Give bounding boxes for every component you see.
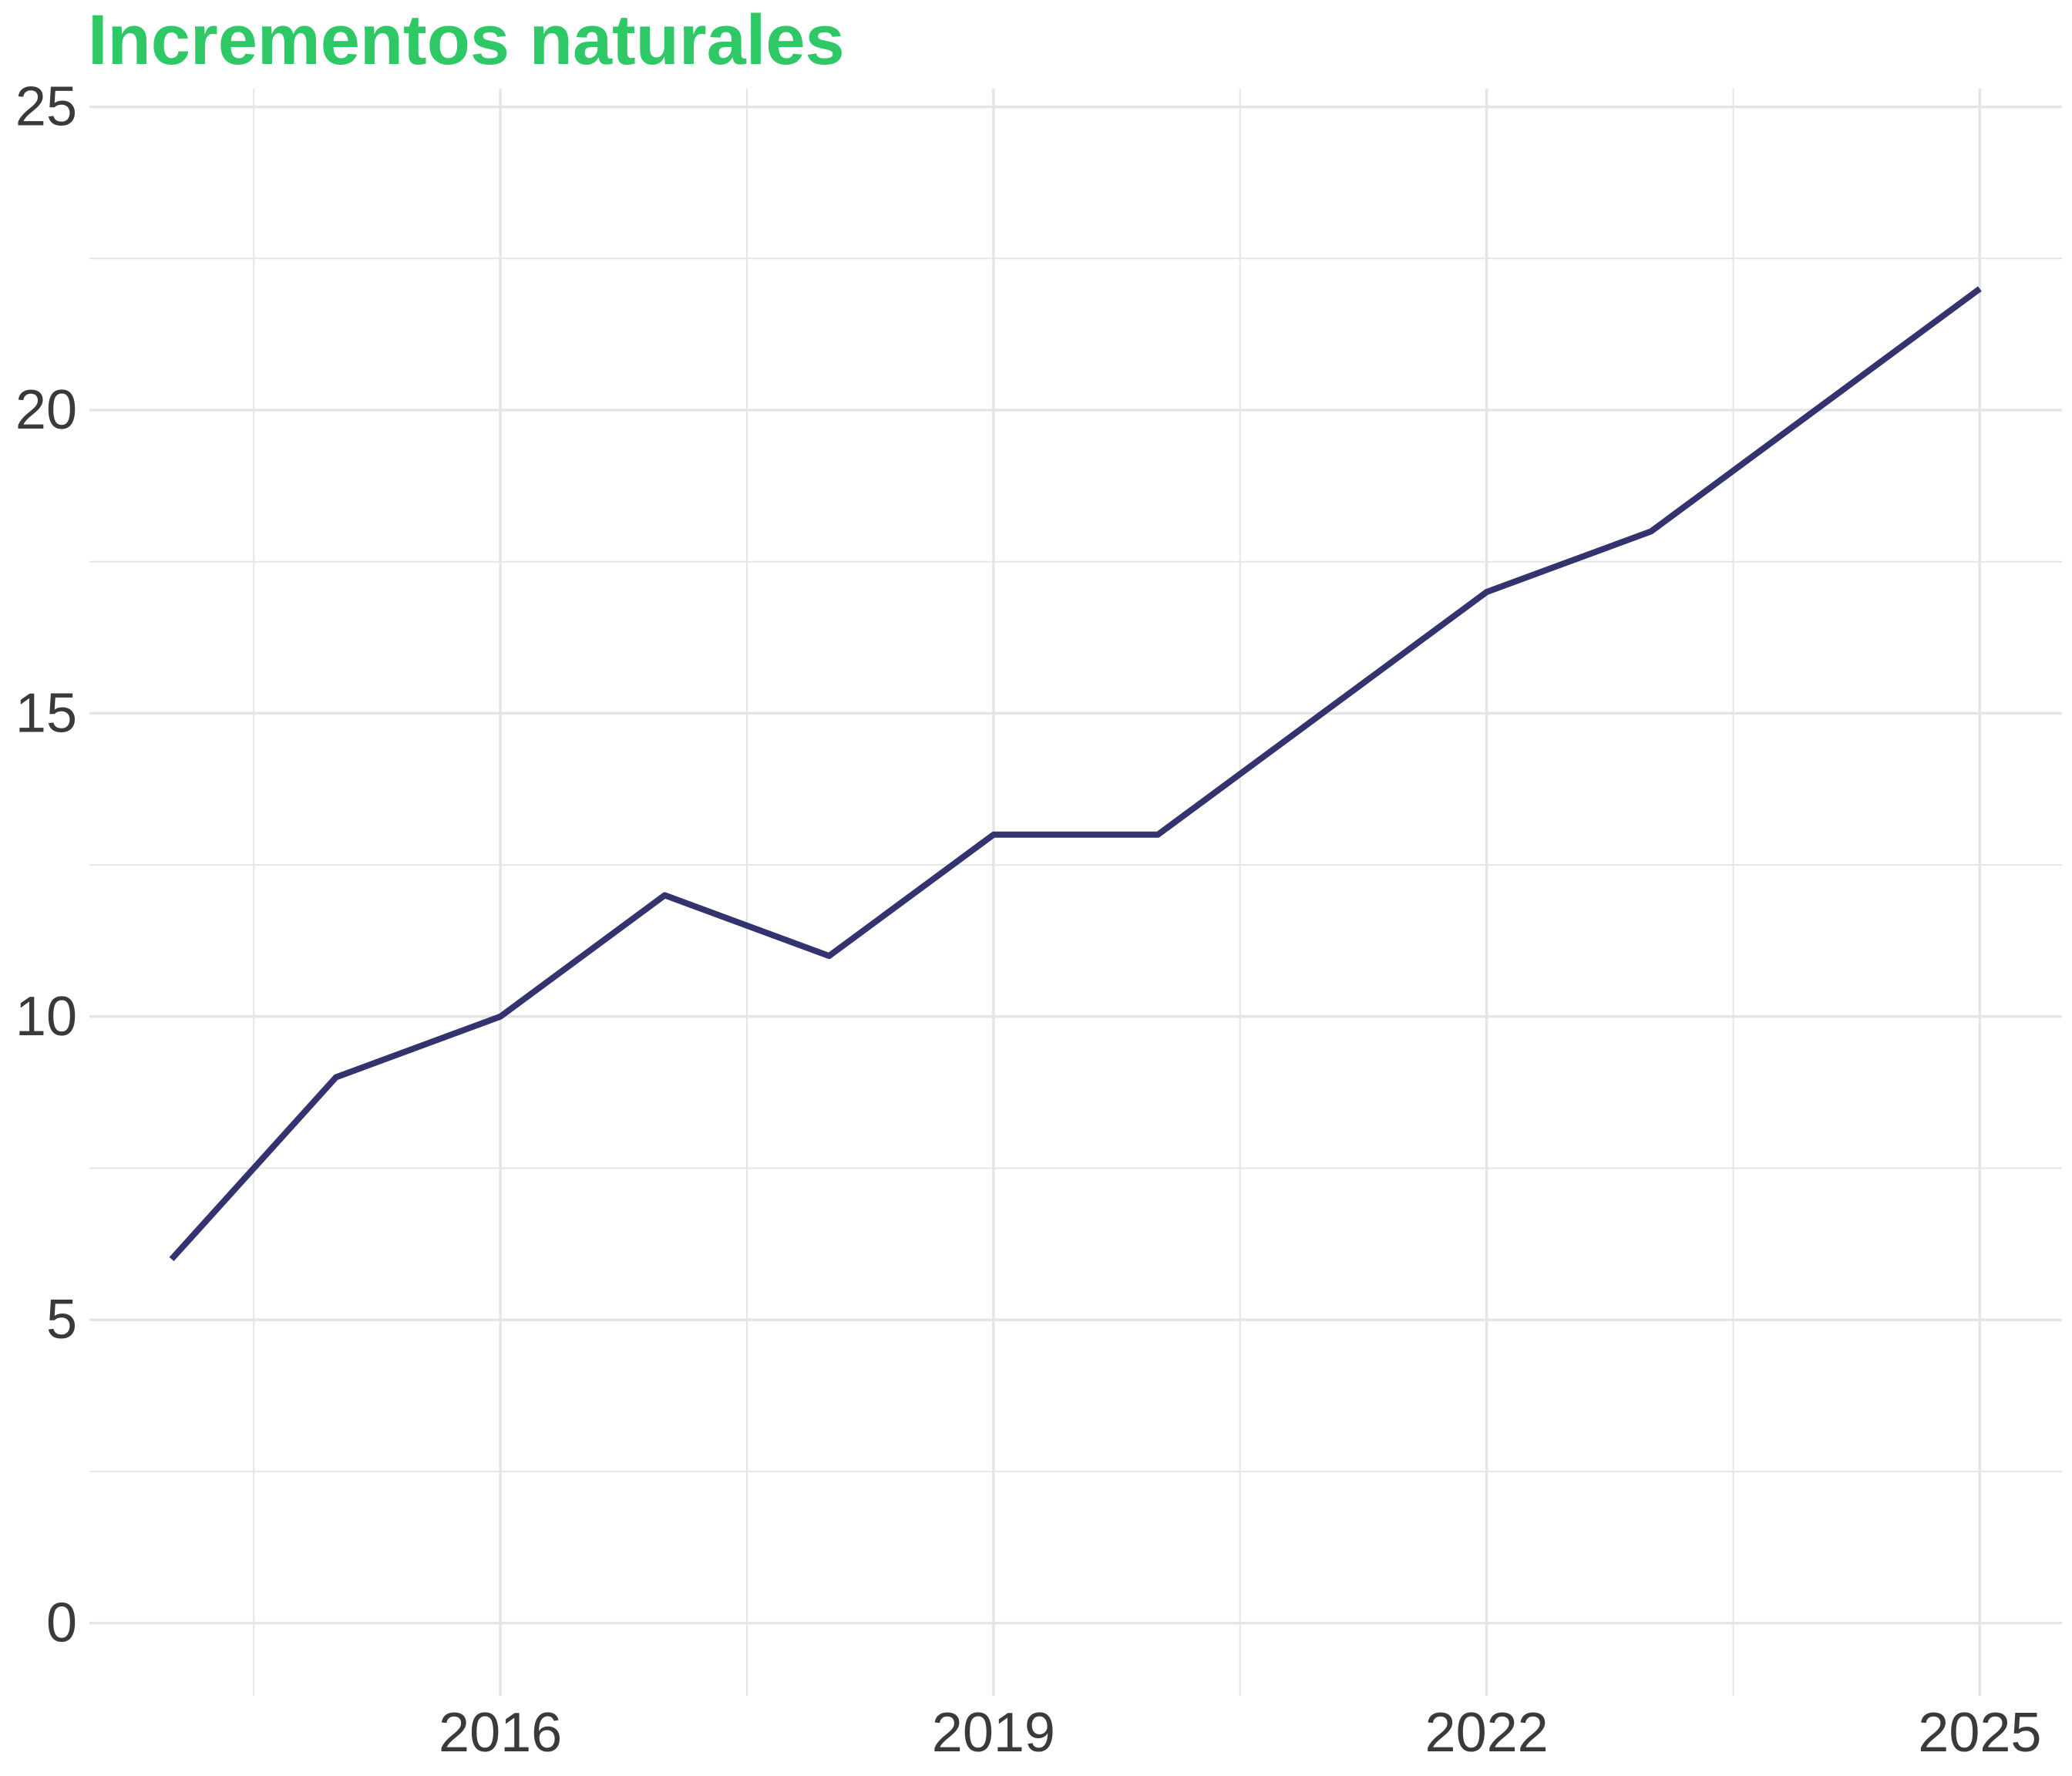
y-tick-label: 15 — [15, 682, 77, 744]
y-tick-label: 20 — [15, 379, 77, 441]
y-tick-label: 25 — [15, 76, 77, 138]
y-tick-label: 5 — [46, 1289, 77, 1350]
y-tick-label: 0 — [46, 1593, 77, 1654]
y-axis-tick-labels: 0 5 10 15 20 25 — [15, 76, 77, 1654]
chart-title: Incrementos naturales — [88, 1, 845, 79]
minor-gridlines — [89, 89, 2062, 1696]
major-gridlines — [89, 89, 2062, 1696]
x-axis-tick-labels: 2016 2019 2022 2025 — [439, 1702, 2041, 1764]
x-tick-label: 2019 — [932, 1702, 1055, 1764]
x-tick-label: 2025 — [1918, 1702, 2041, 1764]
series-line-1 — [169, 286, 1982, 1262]
x-tick-label: 2022 — [1425, 1702, 1549, 1764]
series-layer — [169, 286, 1982, 1262]
y-tick-label: 10 — [15, 986, 77, 1048]
x-tick-label: 2016 — [439, 1702, 562, 1764]
